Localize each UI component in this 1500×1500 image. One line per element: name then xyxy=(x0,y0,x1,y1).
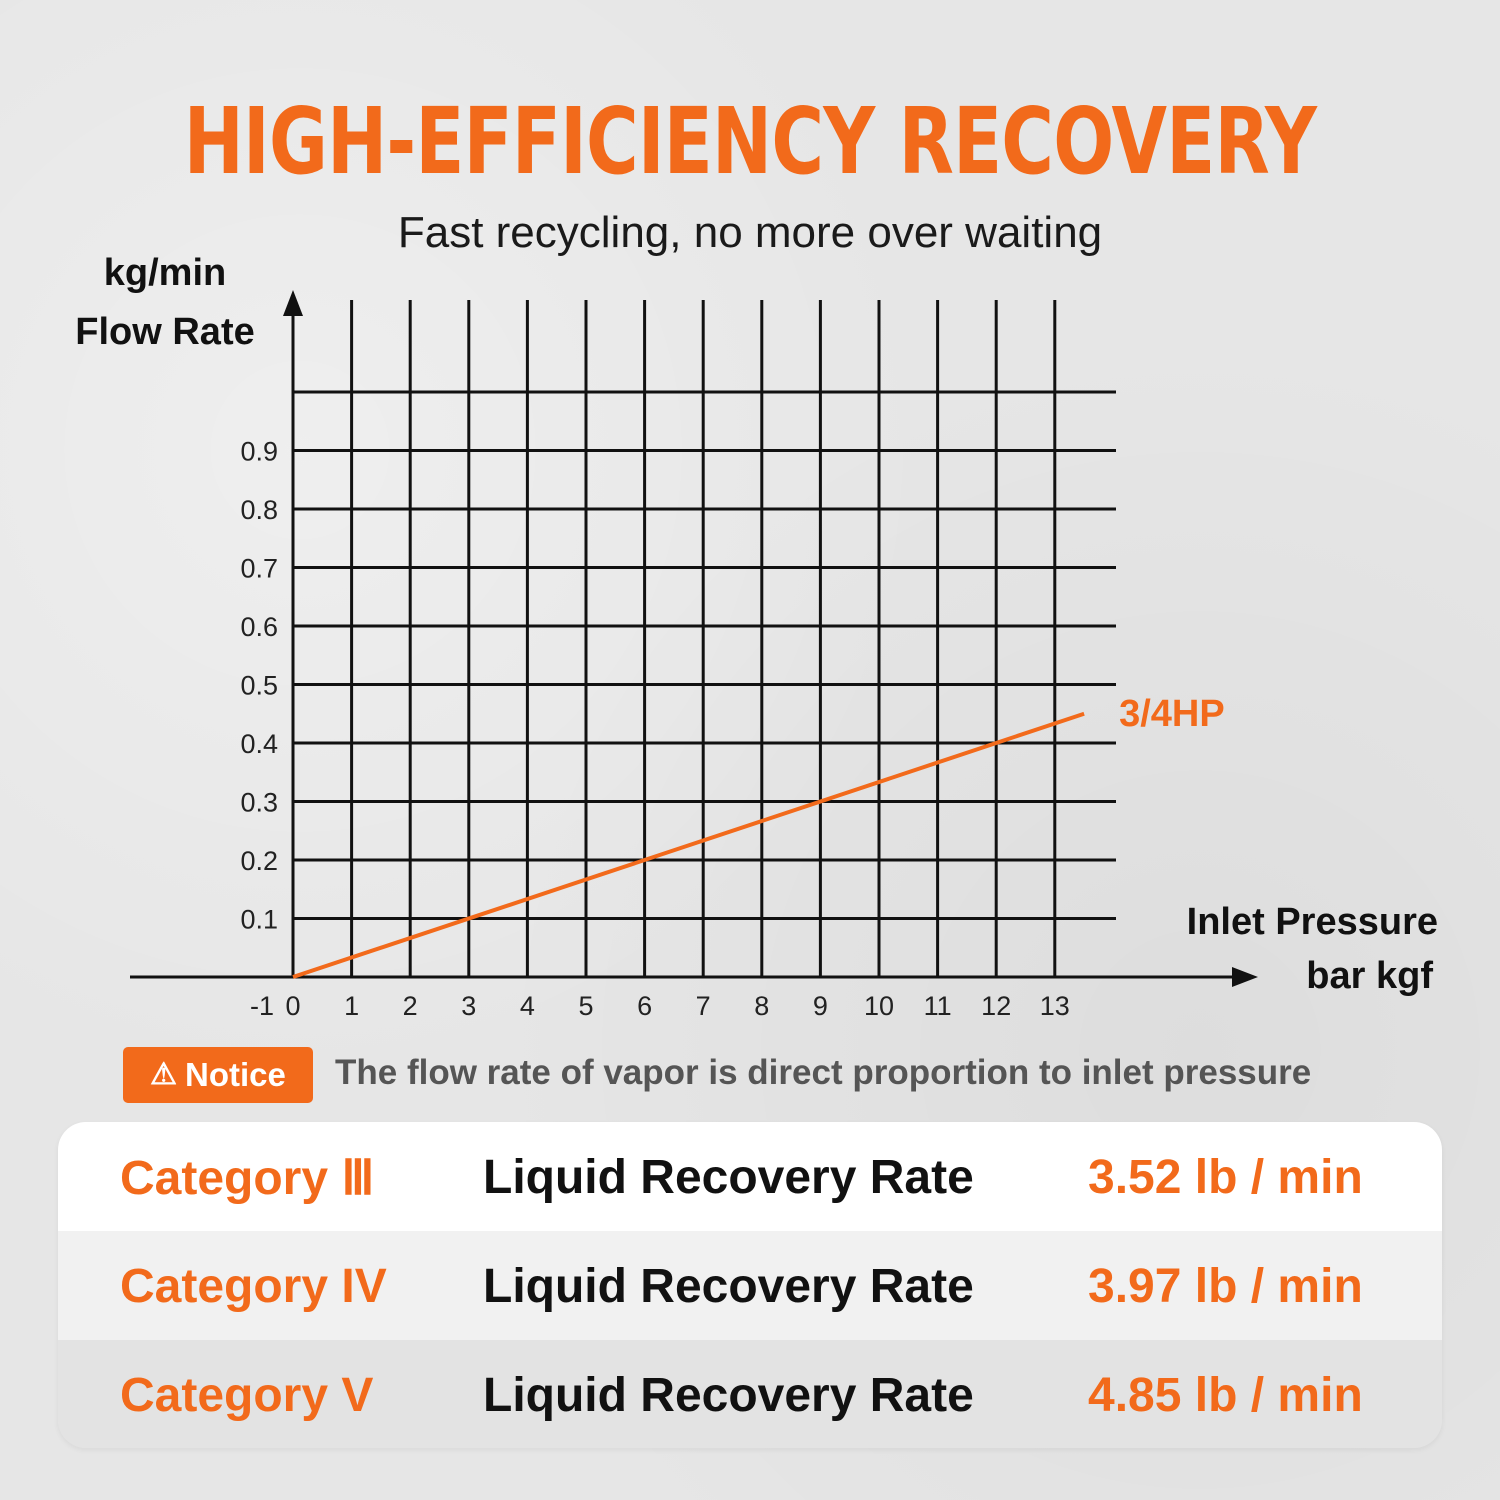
x-tick-label: -1 xyxy=(250,991,274,1021)
x-tick-label: 11 xyxy=(924,991,952,1021)
y-tick-label: 0.7 xyxy=(240,554,278,584)
y-axis-title: Flow Rate xyxy=(75,311,254,353)
x-tick-label: 3 xyxy=(461,991,476,1021)
spec-category: Category IV xyxy=(120,1260,387,1313)
spec-category: Category V xyxy=(120,1369,374,1422)
x-tick-label: 6 xyxy=(637,991,652,1021)
spec-label: Liquid Recovery Rate xyxy=(483,1260,974,1313)
x-tick-label: 8 xyxy=(754,991,769,1021)
spec-row: Category Ⅲ Liquid Recovery Rate 3.52 lb … xyxy=(58,1122,1442,1231)
spec-row: Category V Liquid Recovery Rate 4.85 lb … xyxy=(58,1340,1442,1448)
notice-badge-label: Notice xyxy=(185,1056,286,1093)
page-subtitle: Fast recycling, no more over waiting xyxy=(397,208,1103,257)
x-tick-label: 9 xyxy=(813,991,828,1021)
y-tick-label: 0.5 xyxy=(240,671,278,701)
spec-table: Category Ⅲ Liquid Recovery Rate 3.52 lb … xyxy=(58,1122,1442,1448)
x-tick-label: 4 xyxy=(520,991,535,1021)
spec-row: Category IV Liquid Recovery Rate 3.97 lb… xyxy=(58,1231,1442,1340)
x-tick-label: 2 xyxy=(403,991,418,1021)
x-tick-label: 7 xyxy=(696,991,711,1021)
x-axis-title: Inlet Pressure xyxy=(1187,901,1438,943)
notice-badge: ⚠ Notice xyxy=(123,1047,313,1103)
spec-label: Liquid Recovery Rate xyxy=(483,1369,974,1422)
spec-category: Category Ⅲ xyxy=(120,1152,375,1205)
warning-icon: ⚠ xyxy=(150,1058,178,1091)
x-axis-unit: bar kgf xyxy=(1306,955,1433,997)
spec-value: 3.52 lb / min xyxy=(1088,1151,1363,1204)
x-tick-label: 5 xyxy=(578,991,593,1021)
series-line xyxy=(292,711,1085,979)
series-label: 3/4HP xyxy=(1119,693,1225,735)
x-tick-label: 13 xyxy=(1040,991,1070,1021)
x-axis-arrow-icon xyxy=(1232,967,1258,987)
y-tick-label: 0.9 xyxy=(240,437,278,467)
page-title: HIGH-EFFICIENCY RECOVERY xyxy=(183,88,1317,195)
x-tick-label: 10 xyxy=(864,991,894,1021)
y-tick-label: 0.1 xyxy=(240,905,278,935)
y-tick-label: 0.6 xyxy=(240,612,278,642)
y-axis-arrow-icon xyxy=(283,290,303,316)
y-tick-label: 0.4 xyxy=(240,729,278,759)
x-tick-label: 12 xyxy=(981,991,1011,1021)
y-tick-label: 0.3 xyxy=(240,788,278,818)
spec-value: 3.97 lb / min xyxy=(1088,1260,1363,1313)
spec-value: 4.85 lb / min xyxy=(1088,1369,1363,1422)
x-tick-label: 0 xyxy=(285,991,300,1021)
y-tick-label: 0.8 xyxy=(240,495,278,525)
y-axis-unit: kg/min xyxy=(104,252,226,294)
x-tick-label: 1 xyxy=(344,991,359,1021)
flow-rate-chart: -1 0 1 2 3 4 5 6 7 8 9 10 11 12 130.10.20.30.40.50.60.… xyxy=(75,252,1438,1021)
spec-label: Liquid Recovery Rate xyxy=(483,1151,974,1204)
notice-text: The flow rate of vapor is direct proport… xyxy=(335,1053,1312,1092)
y-tick-label: 0.2 xyxy=(240,846,278,876)
